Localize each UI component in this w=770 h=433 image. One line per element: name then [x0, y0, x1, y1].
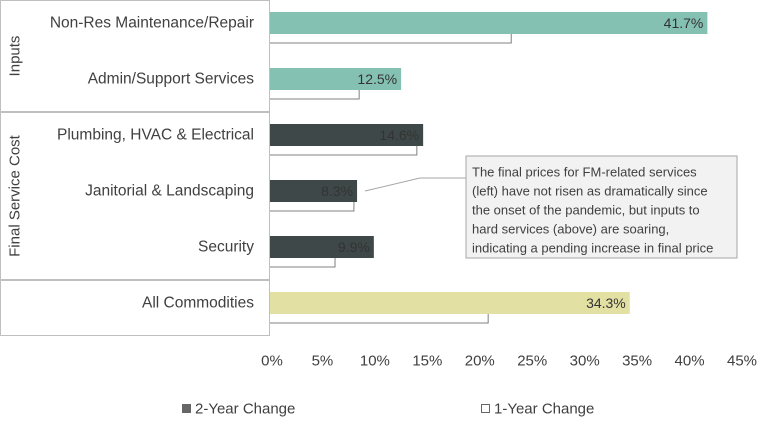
category-label: Plumbing, HVAC & Electrical — [57, 127, 254, 144]
annotation-line: (left) have not risen as dramatically si… — [472, 184, 708, 199]
bar-2-year-change — [270, 12, 708, 34]
category-group-boxes: Inputs Final Service Cost — [0, 0, 270, 336]
annotation-box — [465, 155, 738, 259]
bars: 41.7% 12.5% 14.6% 8.3% 9.9% 34.3% — [270, 12, 708, 324]
data-label: 12.5% — [357, 71, 397, 87]
annotation-callout: The final prices for FM-related services… — [364, 155, 738, 259]
x-tick-label: 35% — [622, 353, 652, 370]
annotation-line: indicating a pending increase in final p… — [472, 241, 713, 256]
group-label: Final Service Cost — [7, 134, 24, 257]
x-axis-ticks: 0% 5% 10% 15% 20% 25% 30% 35% 40% 45% — [261, 353, 757, 370]
x-tick-label: 25% — [517, 353, 547, 370]
x-tick-label: 5% — [312, 353, 334, 370]
bar-1-year-change — [270, 90, 360, 100]
bar-2-year-change — [270, 292, 630, 314]
x-tick-label: 30% — [570, 353, 600, 370]
annotation-line: the onset of the pandemic, but inputs to — [472, 203, 700, 218]
bar-2-year-change — [270, 68, 402, 90]
data-label: 9.9% — [338, 239, 370, 255]
group-box — [0, 0, 270, 112]
data-label: 41.7% — [664, 15, 704, 31]
x-tick-label: 15% — [412, 353, 442, 370]
bar-1-year-change — [270, 314, 489, 324]
x-tick-label: 10% — [360, 353, 390, 370]
x-tick-label: 45% — [727, 353, 757, 370]
annotation-line: hard services (above) are soaring, — [472, 222, 669, 237]
annotation-line: The final prices for FM-related services — [472, 165, 697, 180]
legend: 2-Year Change 1-Year Change — [182, 401, 594, 418]
group-box — [0, 280, 270, 336]
bar-1-year-change — [270, 146, 418, 156]
bar-2-year-change — [270, 180, 358, 202]
legend-marker-1-year — [481, 404, 490, 413]
data-label: 14.6% — [379, 127, 419, 143]
category-label: Security — [198, 239, 254, 256]
x-tick-label: 20% — [465, 353, 495, 370]
annotation-leader-line — [364, 177, 421, 192]
legend-label-1-year: 1-Year Change — [494, 401, 594, 418]
x-tick-label: 40% — [675, 353, 705, 370]
legend-label-2-year: 2-Year Change — [195, 401, 295, 418]
bar-1-year-change — [270, 202, 355, 212]
category-label: Non-Res Maintenance/Repair — [50, 15, 254, 32]
group-label: Inputs — [7, 36, 24, 77]
group-box — [0, 112, 270, 280]
category-label: Admin/Support Services — [88, 71, 255, 88]
x-tick-label: 0% — [261, 353, 283, 370]
data-label: 8.3% — [321, 183, 353, 199]
bar-2-year-change — [270, 124, 424, 146]
category-label: All Commodities — [142, 295, 254, 312]
data-label: 34.3% — [586, 295, 626, 311]
category-label: Janitorial & Landscaping — [85, 183, 254, 200]
bar-1-year-change — [270, 258, 336, 268]
category-labels: Non-Res Maintenance/Repair Admin/Support … — [50, 15, 254, 312]
bar-2-year-change — [270, 236, 374, 258]
legend-marker-2-year — [182, 404, 191, 413]
bar-1-year-change — [270, 34, 512, 44]
